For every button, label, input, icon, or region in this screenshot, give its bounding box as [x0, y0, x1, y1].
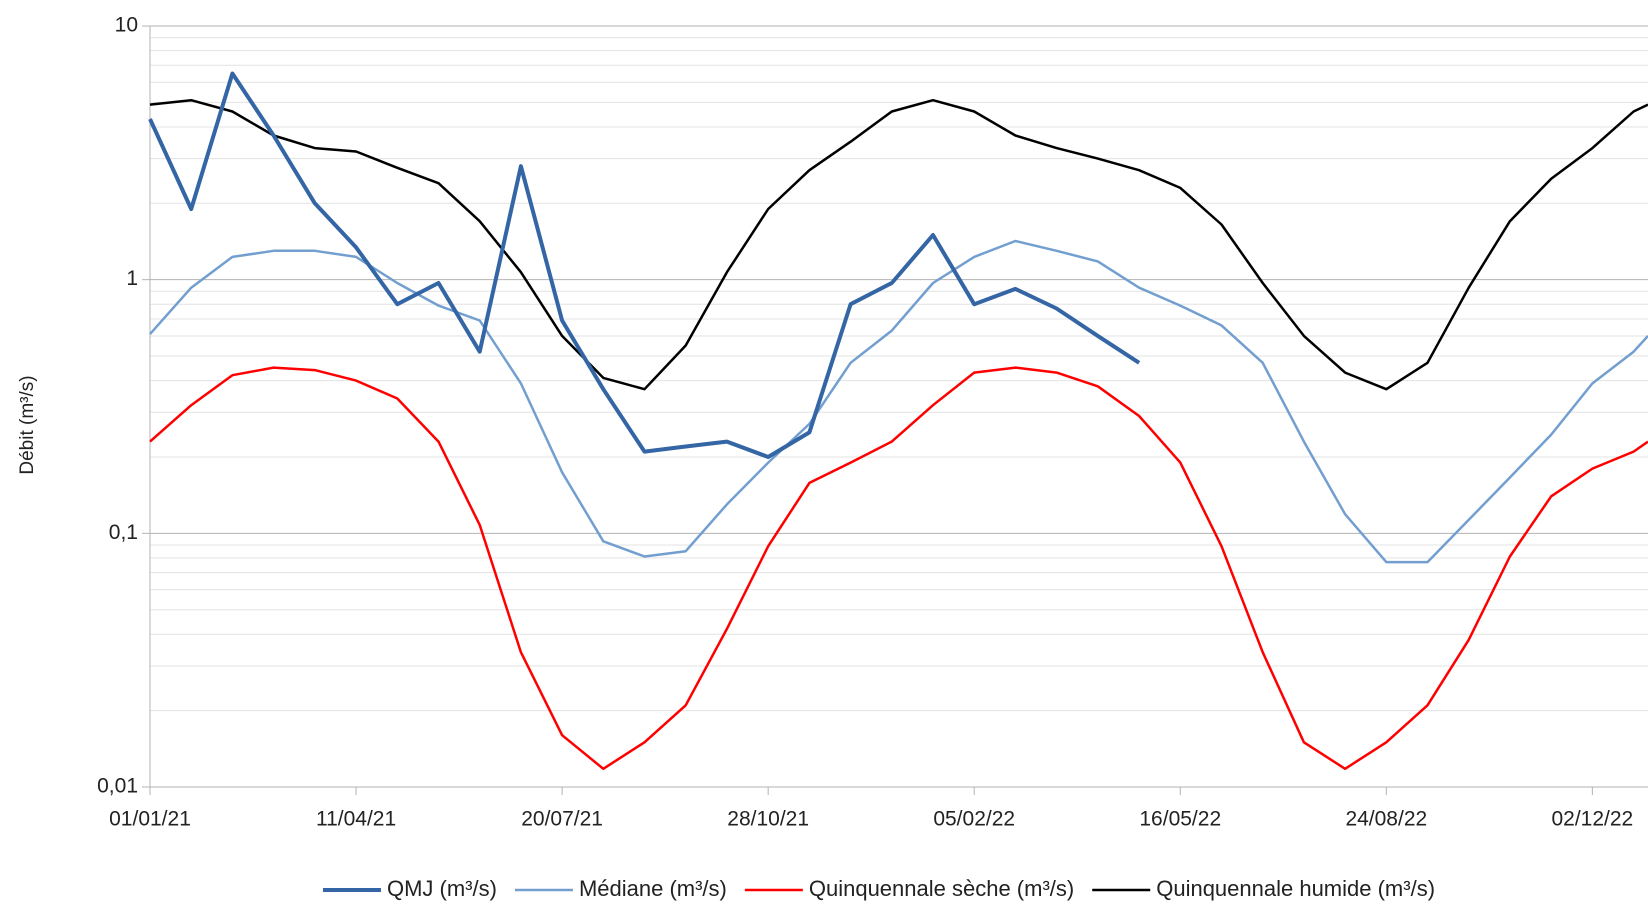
- y-axis-label: Débit (m³/s): [17, 375, 38, 474]
- legend-label: Quinquennale humide (m³/s): [1156, 876, 1435, 901]
- x-tick-label: 05/02/22: [933, 808, 1015, 831]
- series-line: [148, 71, 1141, 459]
- x-tick-label: 01/01/21: [109, 808, 191, 831]
- x-tick-label: 20/07/21: [521, 808, 603, 831]
- y-tick-label: 1: [126, 267, 138, 290]
- x-tick-label: 28/10/21: [727, 808, 809, 831]
- legend-label: QMJ (m³/s): [387, 876, 497, 901]
- series-line: [149, 366, 1648, 771]
- x-tick-label: 24/08/22: [1345, 808, 1427, 831]
- legend-label: Quinquennale sèche (m³/s): [809, 876, 1074, 901]
- y-tick-label: 10: [115, 14, 138, 37]
- series-line: [149, 98, 1648, 391]
- x-tick-label: 16/05/22: [1139, 808, 1221, 831]
- y-tick-label: 0,01: [97, 775, 138, 798]
- legend-label: Médiane (m³/s): [579, 876, 727, 901]
- series-line: [149, 239, 1648, 564]
- x-tick-label: 11/04/21: [316, 808, 396, 831]
- x-tick-label: 02/12/22: [1551, 808, 1633, 831]
- legend: QMJ (m³/s) Médiane (m³/s) Quinquennale sèc…: [322, 876, 1435, 901]
- y-tick-label: 0,1: [109, 521, 138, 544]
